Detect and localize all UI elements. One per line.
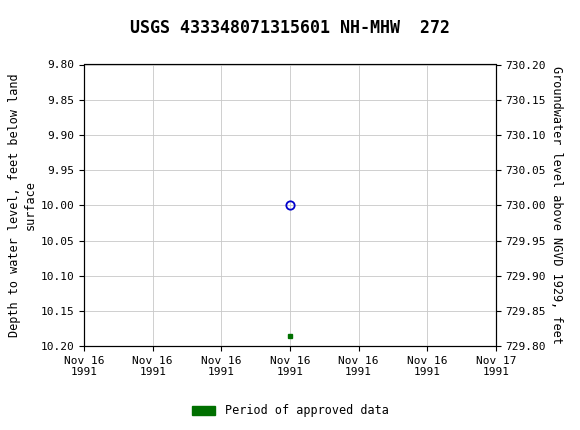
Text: USGS 433348071315601 NH-MHW  272: USGS 433348071315601 NH-MHW 272 <box>130 19 450 37</box>
Y-axis label: Depth to water level, feet below land
surface: Depth to water level, feet below land su… <box>9 74 37 337</box>
Legend: Period of approved data: Period of approved data <box>187 399 393 422</box>
Y-axis label: Groundwater level above NGVD 1929, feet: Groundwater level above NGVD 1929, feet <box>550 66 563 344</box>
Text: ≋ USGS: ≋ USGS <box>6 9 71 27</box>
